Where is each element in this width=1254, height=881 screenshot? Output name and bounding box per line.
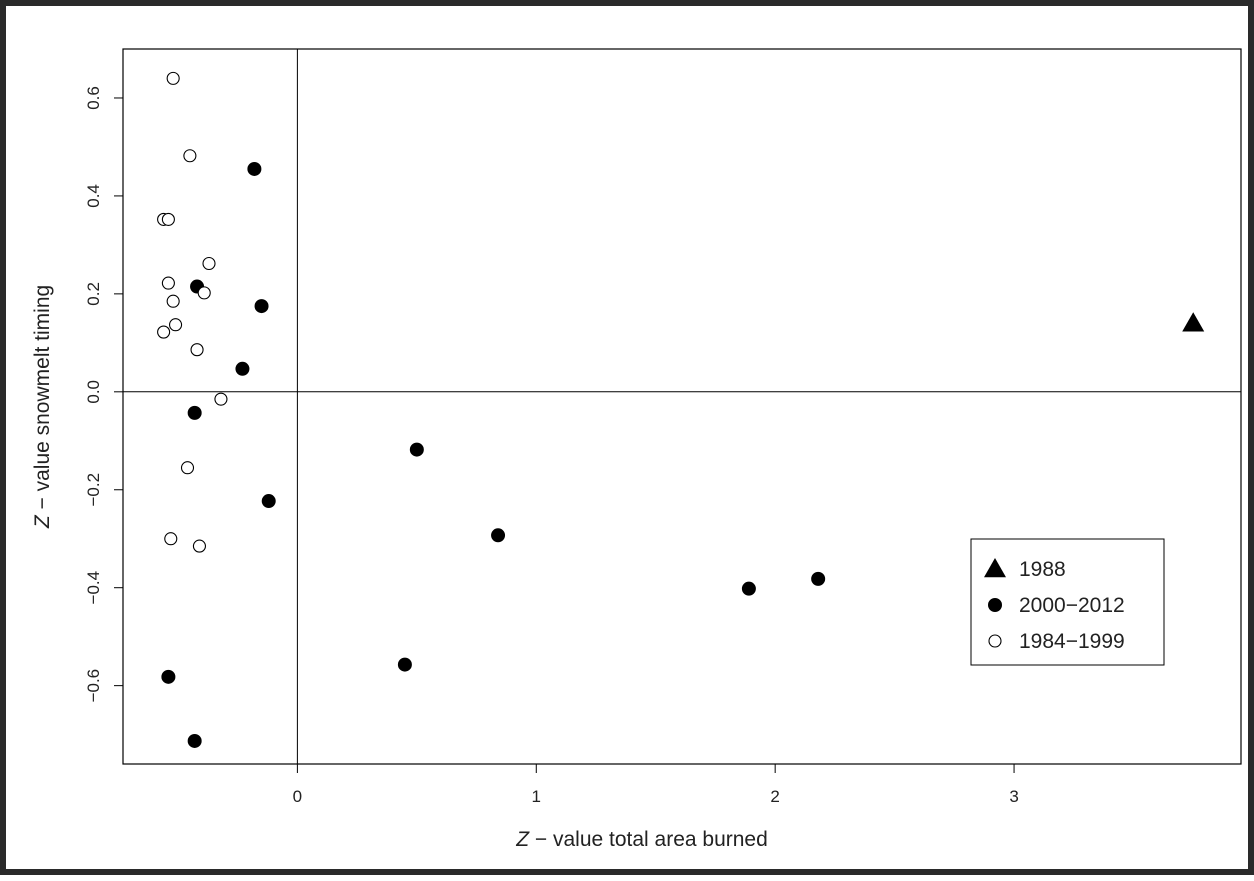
x-tick-label: 2 [770, 787, 779, 806]
axes: 0 1 2 3 −0.6 −0.4 −0.2 0.0 0.2 0.4 0.6 [84, 48, 1242, 806]
data-points [157, 71, 1205, 748]
data-point [187, 733, 202, 748]
y-axis-title: Z − value snowmelt timing [31, 285, 54, 529]
data-point [235, 361, 250, 376]
x-tick-label: 3 [1009, 787, 1018, 806]
y-axis-title-z: Z [31, 514, 54, 529]
data-point [202, 256, 216, 271]
y-tick-label: 0.0 [84, 380, 103, 404]
data-point [157, 325, 171, 339]
data-point [190, 343, 204, 357]
legend-marker [988, 598, 1002, 612]
data-point [187, 405, 202, 420]
y-axis-title-text: value snowmelt timing [31, 285, 54, 492]
scatter-chart: 0 1 2 3 −0.6 −0.4 −0.2 0.0 0.2 0.4 0.6 Z − value t… [31, 48, 1242, 851]
data-point [397, 657, 412, 672]
legend-box [970, 538, 1165, 666]
y-tick-label: −0.4 [84, 571, 103, 605]
data-point [811, 571, 826, 586]
x-axis-title-text: value total area burned [553, 828, 768, 851]
y-axis-title-connector: − [31, 491, 54, 515]
data-point [1182, 312, 1205, 332]
legend-label: 1984−1999 [1019, 630, 1125, 653]
y-tick-label: 0.2 [84, 282, 103, 306]
data-point [180, 461, 195, 475]
data-point [164, 532, 178, 546]
data-point [254, 299, 269, 314]
data-point [741, 581, 756, 596]
plot-border [122, 48, 1242, 765]
data-point [409, 442, 424, 457]
legend: 1988 2000−2012 1984−1999 [970, 538, 1165, 666]
data-point [261, 494, 276, 509]
x-axis-title-z: Z [515, 828, 530, 851]
data-point [161, 276, 175, 290]
y-tick-label: 0.4 [84, 184, 103, 208]
y-tick-label: −0.6 [84, 669, 103, 703]
data-point [197, 286, 211, 300]
data-point [166, 71, 180, 85]
x-axis-title-connector: − [529, 828, 553, 851]
axis-titles: Z − value total area burned Z − value sn… [31, 285, 768, 851]
y-tick-label: −0.2 [84, 473, 103, 507]
y-tick-label: 0.6 [84, 86, 103, 110]
data-point [214, 392, 228, 406]
legend-label: 2000−2012 [1019, 594, 1125, 617]
legend-label: 1988 [1019, 558, 1066, 581]
reference-lines [123, 49, 1241, 764]
data-point [183, 149, 197, 163]
data-point [169, 318, 183, 332]
legend-marker [984, 558, 1006, 578]
data-point [491, 528, 506, 543]
x-axis-title: Z − value total area burned [515, 828, 768, 851]
data-point [247, 161, 262, 176]
data-point [166, 294, 180, 308]
legend-marker [988, 634, 1002, 648]
data-point [161, 212, 175, 226]
data-point [161, 669, 176, 684]
x-tick-label: 1 [532, 787, 541, 806]
x-tick-label: 0 [293, 787, 302, 806]
data-point [192, 539, 206, 553]
